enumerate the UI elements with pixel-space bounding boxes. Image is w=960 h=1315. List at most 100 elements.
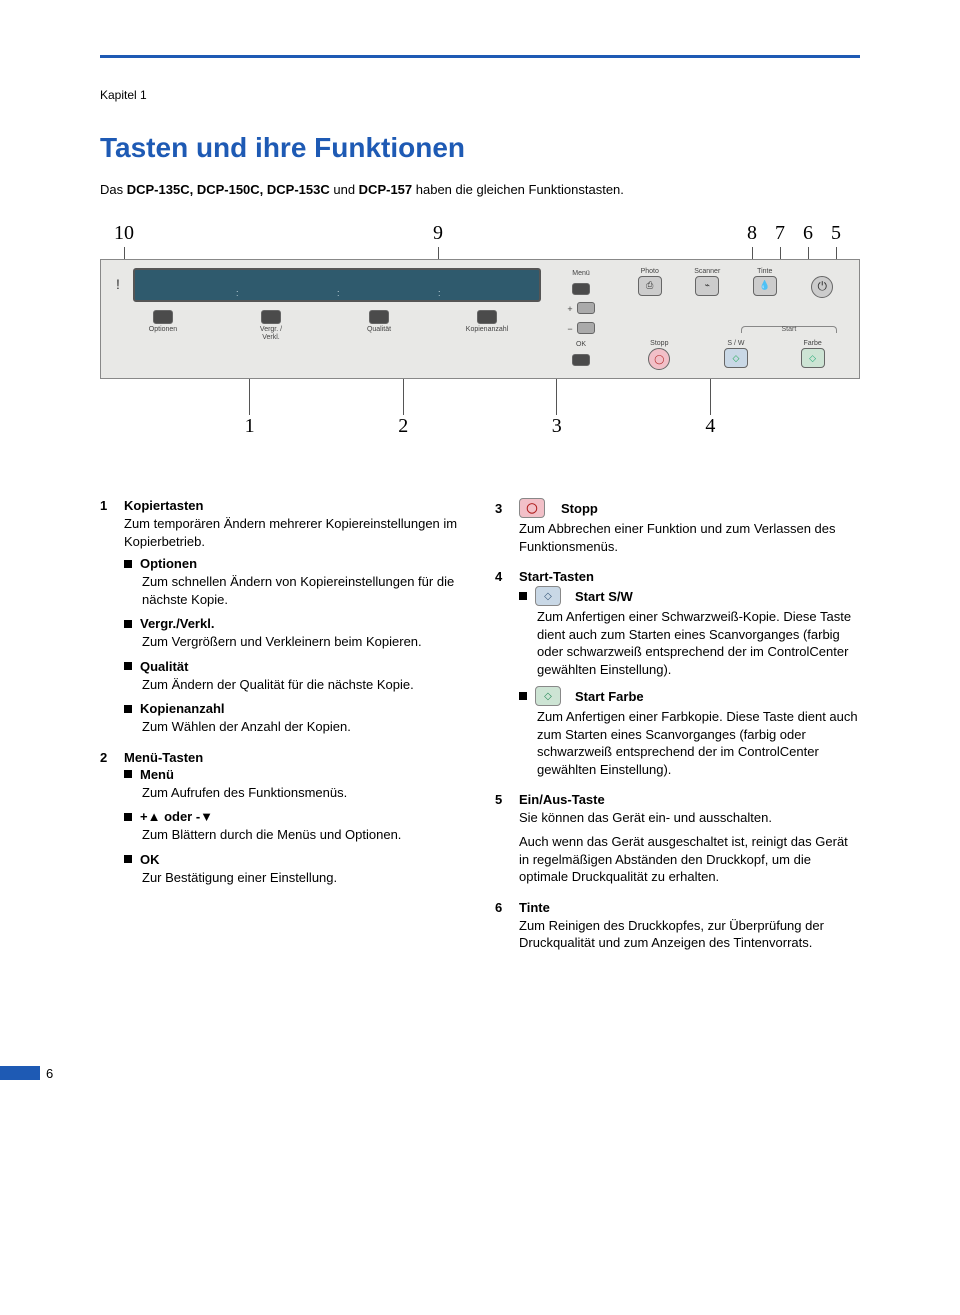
photo-label: Photo [641,268,659,276]
panel-left-block: ! : : : Optionen Vergr. /Verkl. [109,268,541,370]
item-number: 2 [100,750,114,765]
power-icon: ⏻ [811,276,833,298]
description-columns: 1Kopiertasten Zum temporären Ändern mehr… [100,498,860,966]
bottom-leaders [100,379,860,415]
sw-label: S / W [727,340,744,348]
lcd-tick: : [438,288,441,298]
chapter-label: Kapitel 1 [100,88,860,102]
intro-models: DCP-135C, DCP-150C, DCP-153C [127,182,330,197]
callout-3: 3 [543,415,571,438]
bullet-label: Menü [140,767,174,782]
item-desc: Zum temporären Ändern mehrerer Kopierein… [124,515,465,550]
square-bullet-icon [124,770,132,778]
photo-button: Photo ⎙ [627,268,673,298]
bullet-desc: Zum Vergrößern und Verkleinern beim Kopi… [142,633,465,651]
square-bullet-icon [124,560,132,568]
start-sw-button: S / W ◇ [713,340,759,370]
copy-button-row: Optionen Vergr. /Verkl. Qualität Kopiena… [109,306,541,341]
top-callouts: 10 9 8 7 6 5 [100,222,860,247]
page-footer: 6 [0,1066,960,1081]
callout-4: 4 [696,415,724,438]
bullet-desc: Zum Wählen der Anzahl der Kopien. [142,718,465,736]
warning-icon: ! [109,268,127,292]
stopp-label: Stopp [650,340,668,348]
top-leaders [100,247,860,259]
intro-last-model: DCP-157 [359,182,412,197]
callout-9: 9 [424,222,452,245]
item-4: 4Start-Tasten ◇Start S/W Zum Anfertigen … [495,569,860,778]
square-bullet-icon [519,592,527,600]
bullet-label: OK [140,852,160,867]
key-icon [261,310,281,324]
lcd-tick: : [337,288,340,298]
item-number: 6 [495,900,509,915]
kopienanzahl-label: Kopienanzahl [466,326,508,334]
intro-suffix: haben die gleichen Funktionstasten. [412,182,624,197]
callout-2: 2 [389,415,417,438]
tinte-button: Tinte 💧 [742,268,788,298]
sw-inline-icon: ◇ [535,586,561,606]
item-1: 1Kopiertasten Zum temporären Ändern mehr… [100,498,465,736]
vergr-button: Vergr. /Verkl. [217,310,325,341]
bullet-desc: Zur Bestätigung einer Einstellung. [142,869,465,887]
item-desc: Auch wenn das Gerät ausgeschaltet ist, r… [519,833,860,886]
bullet-label: Start S/W [575,589,633,604]
page-number: 6 [46,1066,53,1081]
item-heading: Ein/Aus-Taste [519,792,605,807]
callout-8: 8 [738,222,766,245]
item-desc: Zum Abbrechen einer Funktion und zum Ver… [519,520,860,555]
panel-right-block: Photo ⎙ Scanner ⌁ Tinte 💧 ⏻ [621,268,851,370]
square-bullet-icon [124,813,132,821]
lcd-tick: : [236,288,239,298]
item-2: 2 Menü-Tasten Menü Zum Aufrufen des Funkt… [100,750,465,887]
menu-key-icon [572,283,590,295]
scanner-label: Scanner [694,268,720,276]
scanner-icon: ⌁ [695,276,719,296]
callout-1: 1 [236,415,264,438]
square-bullet-icon [124,662,132,670]
start-farbe-button: Farbe ◇ [790,340,836,370]
scanner-button: Scanner ⌁ [684,268,730,298]
stopp-inline-icon: ◯ [519,498,545,518]
key-icon [477,310,497,324]
intro-prefix: Das [100,182,127,197]
plus-sign: + [567,304,572,314]
bullet-label: +▲ oder -▼ [140,809,213,824]
bullet-desc: Zum Aufrufen des Funktionsmenüs. [142,784,465,802]
power-button: ⏻ [799,268,845,298]
top-accent-bar [100,55,860,58]
callout-5: 5 [822,222,850,245]
bullet-label: Start Farbe [575,689,644,704]
farbe-icon: ◇ [801,348,825,368]
page-title: Tasten und ihre Funktionen [100,132,860,164]
item-heading: Start-Tasten [519,569,594,584]
menu-label: Menü [572,270,590,278]
item-number: 1 [100,498,114,513]
ink-icon: 💧 [753,276,777,296]
optionen-label: Optionen [149,326,177,334]
key-icon [369,310,389,324]
kopienanzahl-button: Kopienanzahl [433,310,541,341]
vergr-label: Vergr. /Verkl. [260,326,282,341]
item-desc: Zum Reinigen des Druckkopfes, zur Überpr… [519,917,860,952]
bullet-desc: Zum schnellen Ändern von Kopiereinstellu… [142,573,465,608]
stopp-icon: ◯ [648,348,670,370]
callout-10: 10 [110,222,138,245]
printer-panel-diagram: 10 9 8 7 6 5 ! : : : [100,222,860,438]
optionen-button: Optionen [109,310,217,341]
callout-6: 6 [794,222,822,245]
item-heading: Stopp [561,501,598,516]
left-column: 1Kopiertasten Zum temporären Ändern mehr… [100,498,465,966]
page-number-stripe [0,1066,40,1080]
right-column: 3 ◯ Stopp Zum Abbrechen einer Funktion u… [495,498,860,966]
power-label [821,268,823,276]
ok-key-icon [572,354,590,366]
item-3: 3 ◯ Stopp Zum Abbrechen einer Funktion u… [495,498,860,555]
bullet-label: Optionen [140,556,197,571]
item-desc: Sie können das Gerät ein- und ausschalte… [519,809,860,827]
down-key-icon [577,322,595,334]
square-bullet-icon [124,855,132,863]
bullet-label: Qualität [140,659,188,674]
item-heading: Menü-Tasten [124,750,203,765]
intro-und: und [330,182,359,197]
